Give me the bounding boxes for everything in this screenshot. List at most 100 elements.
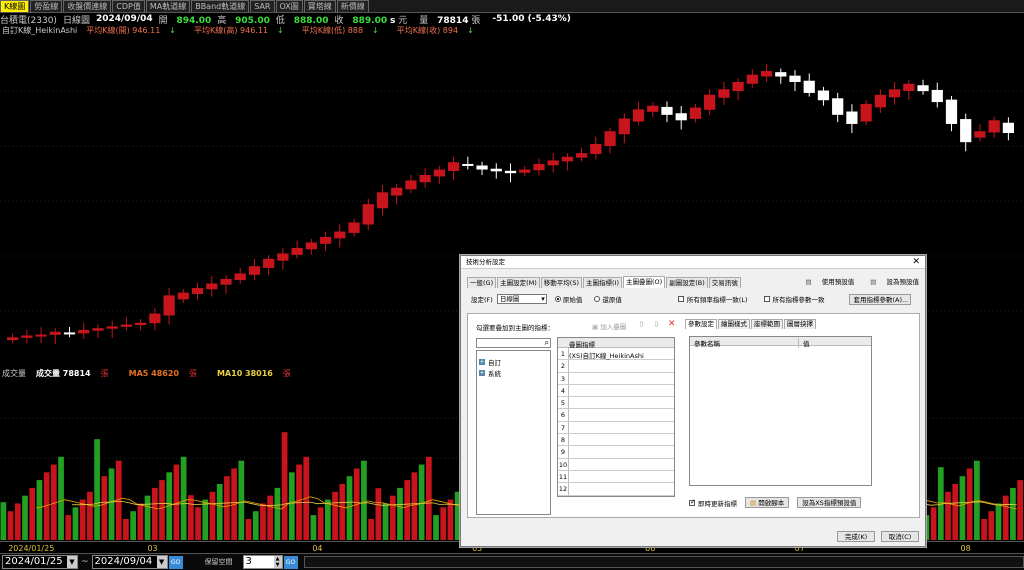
tab-5[interactable]: BBand軌道線 bbox=[191, 0, 250, 12]
stock-name: 台積電(2330) bbox=[0, 15, 57, 26]
tab-4[interactable]: MA軌道線 bbox=[145, 0, 191, 12]
volume-bar bbox=[325, 499, 331, 540]
candle-body bbox=[405, 180, 417, 190]
tree-node[interactable]: + 自訂 bbox=[479, 359, 501, 367]
candle-body bbox=[803, 80, 815, 93]
candle-body bbox=[63, 332, 76, 335]
go-button[interactable]: GO bbox=[168, 555, 183, 569]
param-tab-3[interactable]: 圖層抉擇 bbox=[784, 319, 816, 329]
gap-stepper[interactable]: 3 ▲ ▼ bbox=[242, 555, 283, 569]
close-icon[interactable]: ✕ bbox=[912, 257, 920, 267]
set-xs-default-button[interactable]: 設為XS指標預設值 bbox=[797, 497, 862, 508]
grid-row[interactable]: 6 bbox=[558, 409, 674, 422]
delete-icon[interactable]: ✕ bbox=[668, 319, 676, 329]
gap-go-button[interactable]: GO bbox=[283, 555, 298, 569]
candle-body bbox=[760, 71, 773, 77]
volume-bar bbox=[245, 519, 252, 540]
candle-body bbox=[305, 242, 317, 250]
use-preset-button[interactable]: ▤ 使用預設值 bbox=[805, 278, 855, 286]
tree-node[interactable]: + 系統 bbox=[479, 370, 501, 378]
radio-adjusted[interactable] bbox=[594, 296, 601, 302]
open-script-button[interactable]: ▤ 開啟腳本 bbox=[745, 497, 790, 508]
sync-update-checkbox[interactable] bbox=[689, 498, 696, 506]
date-tick: 2024/01/25 bbox=[8, 544, 55, 553]
move-up-icon[interactable]: ⇧ bbox=[638, 320, 645, 329]
dialog-tab-5[interactable]: 副圖設定(B) bbox=[666, 277, 708, 288]
all-param-checkbox[interactable] bbox=[763, 296, 770, 302]
tab-1[interactable]: 勞盈線 bbox=[30, 0, 63, 12]
param-tab-2[interactable]: 座標範圍 bbox=[751, 319, 783, 329]
start-date-picker[interactable]: 2024/01/25 ▼ bbox=[2, 555, 78, 569]
tab-9[interactable]: 新價線 bbox=[336, 0, 369, 12]
date-tick: 06 bbox=[645, 544, 656, 553]
param-tab-1[interactable]: 繪圖樣式 bbox=[718, 319, 750, 329]
volume-bar bbox=[274, 487, 281, 540]
add-overlay-button[interactable]: ▣ 加入疊圖 bbox=[592, 323, 627, 331]
volume-bar bbox=[945, 491, 951, 540]
param-tab-0[interactable]: 參數設定 bbox=[685, 319, 717, 329]
tab-2[interactable]: 收盤價連線 bbox=[63, 0, 112, 12]
end-date-picker[interactable]: 2024/09/04 ▼ bbox=[91, 555, 168, 569]
grid-row[interactable]: 9 bbox=[558, 446, 674, 459]
tab-8[interactable]: 寶塔線 bbox=[303, 0, 336, 12]
grid-row[interactable]: 3 bbox=[558, 373, 674, 385]
legend-title: 自訂K線_HeikinAshi bbox=[2, 26, 78, 35]
expand-icon[interactable]: + bbox=[479, 370, 485, 376]
grid-row[interactable]: 4 bbox=[558, 385, 674, 398]
tab-3[interactable]: CDP值 bbox=[112, 0, 145, 12]
volume-bar bbox=[101, 476, 108, 540]
dialog-tab-4[interactable]: 主圖疊圖(O) bbox=[623, 276, 666, 288]
tab-7[interactable]: OX圖 bbox=[275, 0, 303, 12]
volume-bar bbox=[202, 499, 209, 540]
grid-row[interactable]: 11 bbox=[558, 471, 674, 484]
radio-original[interactable] bbox=[554, 296, 561, 302]
indicator-search-input[interactable]: ⌕ bbox=[476, 338, 551, 348]
grid-row[interactable]: 12 bbox=[558, 483, 674, 496]
chevron-down-icon[interactable]: ▼ bbox=[156, 556, 167, 568]
search-icon[interactable]: ⌕ bbox=[544, 338, 549, 347]
close-value: 889.00 bbox=[352, 15, 388, 26]
volume-bar bbox=[404, 480, 411, 540]
volume-value: 78814 bbox=[437, 15, 469, 26]
volume-bar bbox=[425, 456, 432, 540]
horizontal-scrollbar[interactable] bbox=[303, 556, 1024, 568]
chart-type-tabbar: K線圖 勞盈線 收盤價連線 CDP值 MA軌道線 BBand軌道線 SAR OX圖 寶塔線 新價線 bbox=[0, 0, 1024, 13]
candle-body bbox=[746, 74, 758, 84]
grid-row[interactable]: 7 bbox=[558, 422, 674, 435]
chevron-down-icon[interactable]: ▼ bbox=[67, 556, 77, 568]
tab-6[interactable]: SAR bbox=[250, 0, 275, 12]
expand-icon[interactable]: + bbox=[479, 359, 485, 365]
candle-body bbox=[917, 85, 929, 92]
volume-bar bbox=[966, 468, 973, 540]
volume-bar bbox=[151, 487, 158, 540]
candle-body bbox=[618, 118, 630, 135]
volume-bar bbox=[952, 484, 959, 540]
dialog-tab-2[interactable]: 移動平均(S) bbox=[540, 277, 582, 288]
apply-params-button[interactable]: 套用指標參數(A)... bbox=[848, 293, 911, 305]
dialog-tab-1[interactable]: 主圖設定(M) bbox=[497, 277, 540, 288]
move-down-icon[interactable]: ⇩ bbox=[653, 320, 660, 329]
dialog-tab-3[interactable]: 主圖指標(I) bbox=[583, 277, 622, 288]
cancel-button[interactable]: 取消(C) bbox=[881, 531, 919, 542]
open-value: 894.00 bbox=[176, 15, 212, 26]
setting-select[interactable]: 日線圖 bbox=[496, 294, 547, 304]
grid-row[interactable]: 10 bbox=[558, 459, 674, 471]
dialog-tab-6[interactable]: 交易訊號 bbox=[708, 277, 741, 288]
grid-row[interactable]: 8 bbox=[558, 434, 674, 447]
ok-button[interactable]: 完成(K) bbox=[837, 531, 875, 542]
candle-body bbox=[206, 283, 218, 290]
tech-analysis-dialog: 技術分析設定 ✕ 一般(G) 主圖設定(M) 移動平均(S) 主圖指標(I) 主圖疊圖(… bbox=[460, 255, 926, 547]
grid-row[interactable]: 2 bbox=[558, 360, 674, 373]
grid-row[interactable]: 5 bbox=[558, 397, 674, 410]
period-label: 日線圖 bbox=[62, 15, 90, 26]
tab-0[interactable]: K線圖 bbox=[0, 0, 30, 12]
dialog-tab-0[interactable]: 一般(G) bbox=[467, 277, 497, 288]
grid-row[interactable]: 1 (XS)自訂K線_HeikinAshi bbox=[558, 348, 674, 361]
candle-body bbox=[775, 72, 787, 77]
all-cycle-checkbox[interactable] bbox=[677, 296, 684, 302]
candle-body bbox=[1002, 122, 1014, 134]
set-preset-button[interactable]: ▤ 設為預設值 bbox=[870, 278, 919, 286]
param-name-header: 參數名稱 bbox=[694, 340, 720, 348]
stepper-arrows-icon[interactable]: ▲ ▼ bbox=[273, 556, 282, 568]
candle-body bbox=[49, 331, 61, 335]
